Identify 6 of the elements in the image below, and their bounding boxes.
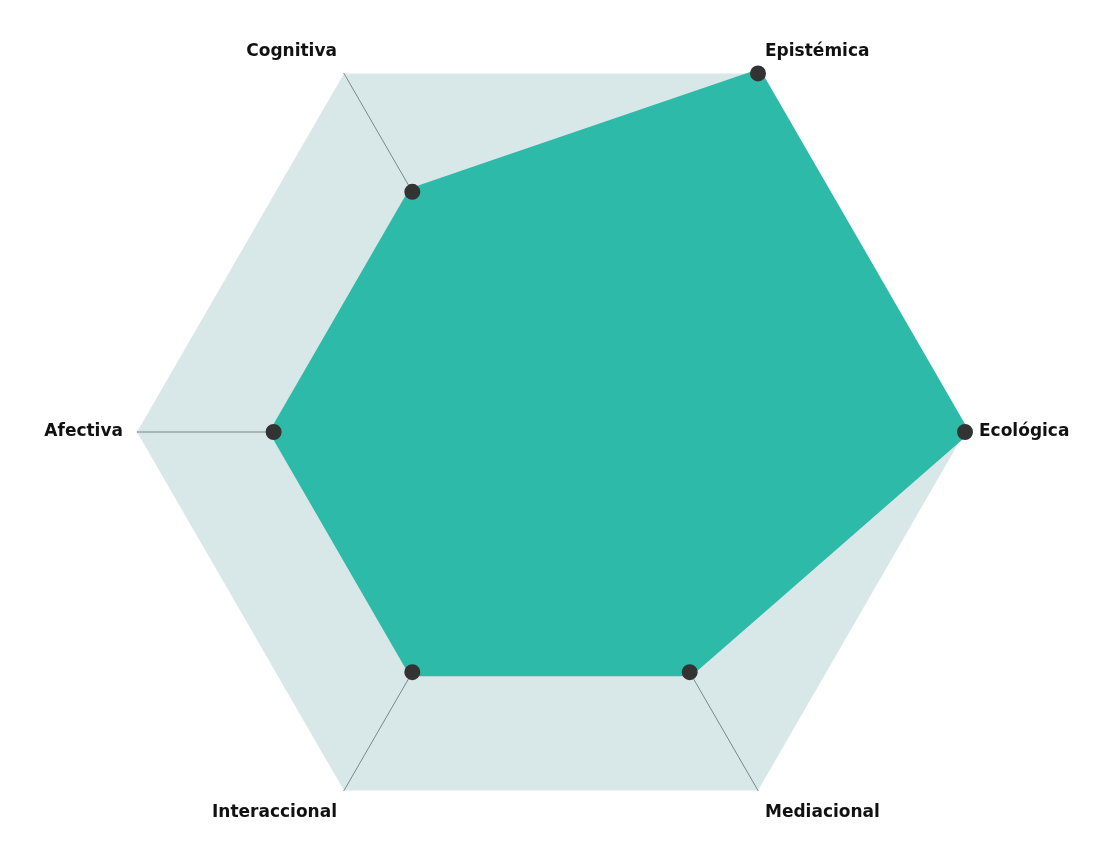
- spoke-label: Cognitiva: [246, 39, 337, 60]
- spoke-label: Ecológica: [979, 420, 1070, 441]
- spoke-label: Interaccional: [211, 801, 337, 822]
- spoke-label: Afectiva: [44, 420, 123, 441]
- spoke-label: Mediacional: [765, 801, 880, 822]
- spoke-label: Epistémica: [765, 39, 870, 60]
